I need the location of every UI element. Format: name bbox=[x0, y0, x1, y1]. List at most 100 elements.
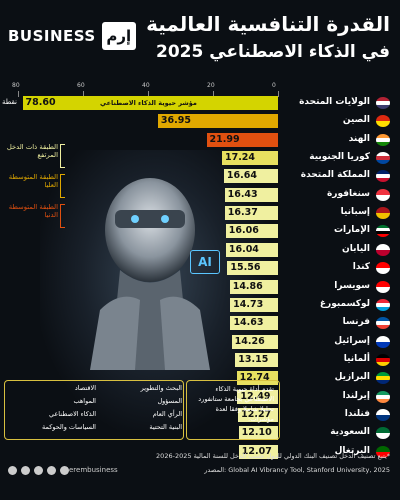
country-label: سويسرا bbox=[334, 280, 370, 291]
chart-row: 78.60 مؤشر حيوية الذكاء الاصطناعي الولايات… bbox=[0, 94, 400, 112]
tiktok-icon[interactable] bbox=[34, 466, 43, 475]
country-label: فرنسا bbox=[342, 317, 370, 328]
bar bbox=[238, 407, 278, 422]
bar bbox=[224, 187, 278, 202]
country-label: البرازيل bbox=[334, 372, 370, 383]
chart-row: 12.49 إيرلندا bbox=[0, 388, 400, 406]
instagram-icon[interactable] bbox=[21, 466, 30, 475]
bar bbox=[231, 334, 278, 349]
indicators-col1: البحث والتطوير المسؤول الرأي العام البني… bbox=[94, 382, 182, 434]
country-label: لوكسمبورغ bbox=[319, 298, 370, 309]
country-label: الصين bbox=[342, 115, 370, 126]
country-label: السعودية bbox=[330, 427, 370, 438]
brand-word: BUSINESS bbox=[8, 27, 96, 45]
country-label: ألمانيا bbox=[343, 353, 370, 364]
country-label: المملكة المتحدة bbox=[300, 170, 370, 181]
data-label: 14.73 bbox=[233, 298, 264, 310]
country-label: الولايات المتحدة bbox=[299, 97, 370, 107]
page-subtitle: في الذكاء الاصطناعي 2025 bbox=[155, 42, 390, 62]
legend-bracket bbox=[60, 204, 65, 228]
chart-row: 14.73 لوكسمبورغ bbox=[0, 296, 400, 314]
bar bbox=[238, 444, 278, 459]
x-tick-label: 20 bbox=[207, 82, 215, 89]
x-icon[interactable] bbox=[8, 466, 17, 475]
indicator: المواهب bbox=[73, 397, 96, 405]
chart-row: 16.64 المملكة المتحدة bbox=[0, 167, 400, 185]
youtube-icon[interactable] bbox=[47, 466, 56, 475]
chart-row: 12.07 البرتغال bbox=[0, 443, 400, 461]
data-label: 14.63 bbox=[233, 317, 264, 329]
x-tick-mark bbox=[148, 91, 149, 97]
source: المصدر: Global AI Vibrancy Tool, Stanfor… bbox=[204, 466, 390, 474]
x-tick-mark bbox=[278, 91, 279, 97]
country-label: اليابان bbox=[342, 243, 370, 254]
chart-row: 21.99 الهند bbox=[0, 131, 400, 149]
x-tick-mark bbox=[18, 91, 19, 97]
x-tick-label: 80 bbox=[12, 82, 20, 89]
data-label: 12.49 bbox=[240, 390, 271, 402]
ai-badge: AI bbox=[190, 250, 220, 274]
country-label: الإمارات bbox=[333, 225, 370, 236]
facebook-icon[interactable] bbox=[60, 466, 69, 475]
flag-sg-icon bbox=[376, 188, 390, 201]
chart-row: 36.95 الصين bbox=[0, 112, 400, 130]
data-label: 12.74 bbox=[239, 372, 270, 384]
flag-gb-icon bbox=[376, 170, 390, 183]
country-label: فنلندا bbox=[344, 408, 370, 419]
flag-pt-icon bbox=[376, 445, 390, 458]
legend-item: الطبقة ذات الدخل المرتفع bbox=[6, 143, 58, 159]
bar bbox=[237, 389, 278, 404]
flag-ca-icon bbox=[376, 262, 390, 275]
data-label: 13.15 bbox=[238, 353, 269, 365]
flag-es-icon bbox=[376, 207, 390, 220]
chart-row: 16.06 الإمارات bbox=[0, 222, 400, 240]
indicators-intro: تقدم أداة حيوية الذكاء الاصطناعي بجامعة … bbox=[198, 385, 274, 423]
data-label: 16.04 bbox=[228, 243, 259, 255]
bar bbox=[236, 371, 278, 386]
data-label: 36.95 bbox=[160, 115, 191, 127]
bar bbox=[235, 352, 278, 367]
legend-item: الطبقة المتوسطة العليا bbox=[8, 173, 58, 189]
flag-us-icon bbox=[376, 97, 390, 109]
chart-row: 12.74 البرازيل bbox=[0, 369, 400, 387]
flag-jp-icon bbox=[376, 243, 390, 256]
flag-ch-icon bbox=[376, 280, 390, 293]
country-label: سنغافورة bbox=[326, 188, 370, 199]
chart-row: 16.04 اليابان bbox=[0, 241, 400, 259]
data-label: 16.64 bbox=[226, 170, 257, 182]
flag-cn-icon bbox=[376, 115, 390, 128]
data-label: 14.86 bbox=[232, 280, 263, 292]
bar bbox=[221, 151, 278, 166]
indicators-panel: تقدم أداة حيوية الذكاء الاصطناعي بجامعة … bbox=[4, 380, 280, 450]
flag-br-icon bbox=[376, 372, 390, 385]
flag-il-icon bbox=[376, 335, 390, 348]
indicator: الذكاء الاصطناعي bbox=[49, 410, 96, 418]
flag-de-icon bbox=[376, 353, 390, 366]
country-label: كوريا الجنوبية bbox=[309, 152, 370, 163]
bar bbox=[229, 279, 278, 294]
country-label: إسبانيا bbox=[340, 207, 370, 218]
chart-row: 14.63 فرنسا bbox=[0, 314, 400, 332]
bar bbox=[230, 297, 278, 312]
indicators-intro-box bbox=[186, 380, 280, 440]
bar bbox=[206, 132, 278, 147]
page-title: القدرة التنافسية العالمية bbox=[146, 12, 390, 36]
legend-bracket bbox=[60, 144, 65, 168]
flag-ie-icon bbox=[376, 390, 390, 403]
bar bbox=[238, 426, 278, 441]
chart-row: 14.26 إسرائيل bbox=[0, 333, 400, 351]
indicator: الاقتصاد bbox=[74, 384, 96, 392]
indicator: السياسات والحوكمة bbox=[42, 423, 96, 431]
flag-fr-icon bbox=[376, 317, 390, 330]
bar bbox=[22, 96, 278, 110]
country-label: إسرائيل bbox=[334, 335, 370, 346]
data-label: 14.26 bbox=[234, 335, 265, 347]
indicator: البنية التحتية bbox=[149, 423, 182, 431]
indicator: المسؤول bbox=[157, 397, 182, 405]
x-tick-mark bbox=[83, 91, 84, 97]
data-label: 12.07 bbox=[241, 445, 272, 457]
chart-row: 12.10 السعودية bbox=[0, 424, 400, 442]
bar bbox=[225, 224, 278, 239]
brand: BUSINESS إرم bbox=[8, 22, 136, 50]
indicators-list-box bbox=[4, 380, 184, 440]
